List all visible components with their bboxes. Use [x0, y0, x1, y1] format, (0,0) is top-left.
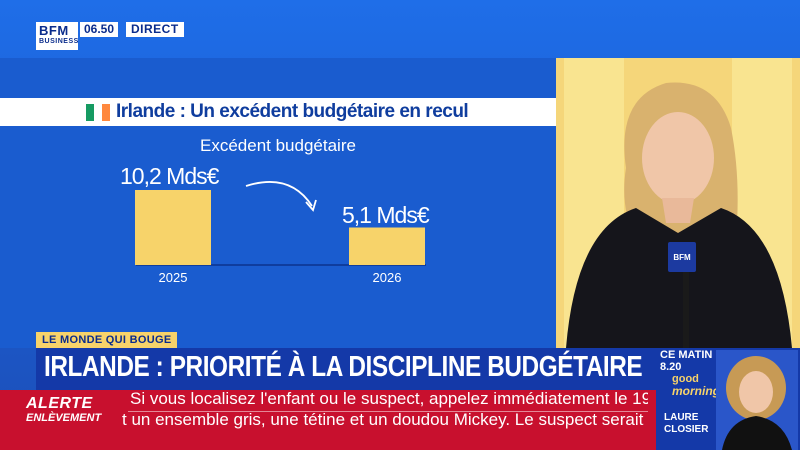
show-logo-bottom: morning	[672, 384, 720, 398]
ireland-flag-icon	[86, 104, 110, 121]
guest-photo	[716, 350, 798, 450]
bar-chart: 10,2 Mds€ 5,1 Mds€ 2025 2026	[120, 163, 431, 285]
segment-tag: LE MONDE QUI BOUGE	[36, 332, 178, 348]
promo-time: 8.20	[660, 361, 682, 373]
alert-ticker	[0, 390, 656, 450]
clock: 06.50	[80, 22, 119, 37]
ticker-line-2: t un ensemble gris, une tétine et un dou…	[122, 410, 648, 429]
ticker-divider	[128, 411, 648, 412]
alert-label-bottom: ENLÈVEMENT	[26, 412, 102, 424]
graphic-title: Irlande : Un excédent budgétaire en recu…	[116, 101, 469, 122]
channel-logo: BFM BUSINESS	[36, 22, 78, 50]
tick-label-2025: 2025	[159, 270, 188, 285]
flag-stripe-green	[86, 104, 94, 121]
microphone-logo: BFM	[673, 253, 691, 262]
logo-subtitle: BUSINESS	[39, 38, 79, 45]
alert-label-top: ALERTE	[26, 395, 93, 412]
microphone-cube	[668, 242, 696, 272]
microphone-stand	[683, 263, 689, 348]
trend-arrow-head-icon	[305, 199, 317, 212]
promo-label: CE MATIN	[660, 349, 713, 361]
flag-stripe-orange	[102, 104, 110, 121]
tick-label-2026: 2026	[373, 270, 402, 285]
chart-title: Excédent budgétaire	[200, 136, 356, 155]
presenter-body	[566, 208, 792, 348]
presenter-image: BFM	[566, 82, 792, 348]
live-badge: DIRECT	[126, 22, 184, 37]
show-logo-top: good	[672, 373, 699, 385]
trend-arrow-icon	[245, 181, 313, 207]
flag-stripe-white	[94, 104, 102, 121]
data-label-2025: 10,2 Mds€	[120, 163, 220, 189]
bar-2026	[349, 227, 425, 265]
guest-body	[722, 416, 792, 450]
data-label-2026: 5,1 Mds€	[342, 202, 430, 228]
bar-2025	[135, 190, 211, 265]
guest-last-name: CLOSIER	[664, 424, 709, 435]
alert-label: ALERTE ENLÈVEMENT	[26, 396, 126, 424]
show-logo: good morning	[672, 373, 720, 398]
headline-bar	[36, 348, 656, 390]
presenter-neck	[662, 198, 694, 223]
logo-wordmark: BFM	[39, 23, 69, 38]
guest-first-name: LAURE	[664, 412, 699, 423]
headline: IRLANDE : PRIORITÉ À LA DISCIPLINE BUDGÉ…	[44, 351, 643, 383]
guest-face	[739, 371, 773, 413]
presenter-face	[642, 112, 714, 204]
ticker-line-1: Si vous localisez l'enfant ou le suspect…	[130, 389, 648, 408]
